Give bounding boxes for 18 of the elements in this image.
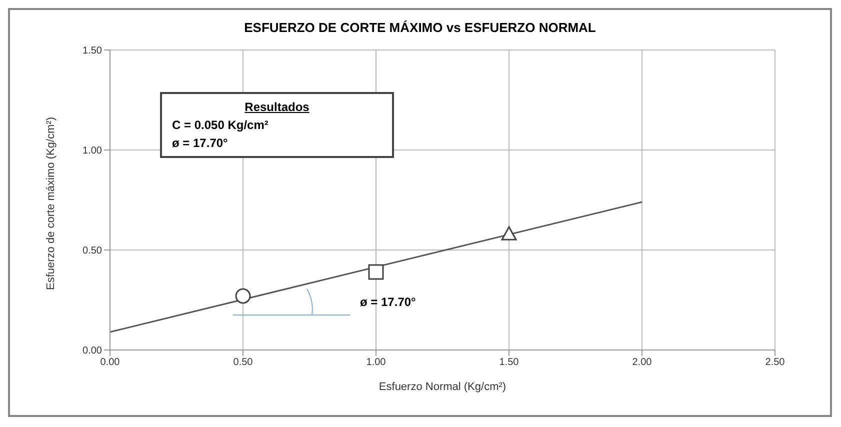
results-box: Resultados C = 0.050 Kg/cm² ø = 17.70°	[160, 92, 394, 158]
y-tick-label: 0.00	[82, 346, 102, 357]
chart-title: ESFUERZO DE CORTE MÁXIMO vs ESFUERZO NORMAL	[243, 20, 597, 35]
y-axis-title: Esfuerzo de corte máximo (Kg/cm²)	[44, 117, 57, 290]
annotation: ø = 17.70°	[172, 135, 229, 152]
annotation: ø = 17.70°	[360, 295, 416, 309]
annotation: C = 0.050 Kg/cm²	[172, 117, 270, 134]
x-tick-label: 1.50	[499, 357, 520, 368]
x-tick-label: 2.50	[765, 357, 786, 368]
x-tick-label: 0.50	[233, 357, 254, 368]
x-axis-title: Esfuerzo Normal (Kg/cm²)	[378, 381, 506, 393]
x-tick-label: 1.00	[366, 357, 386, 368]
y-tick-label: 1.50	[82, 46, 102, 57]
x-tick-label: 0.00	[100, 357, 120, 368]
y-tick-label: 1.00	[82, 146, 102, 157]
annotation: Resultados	[244, 99, 310, 116]
y-tick-label: 0.50	[82, 246, 102, 257]
x-tick-label: 2.00	[632, 357, 652, 368]
